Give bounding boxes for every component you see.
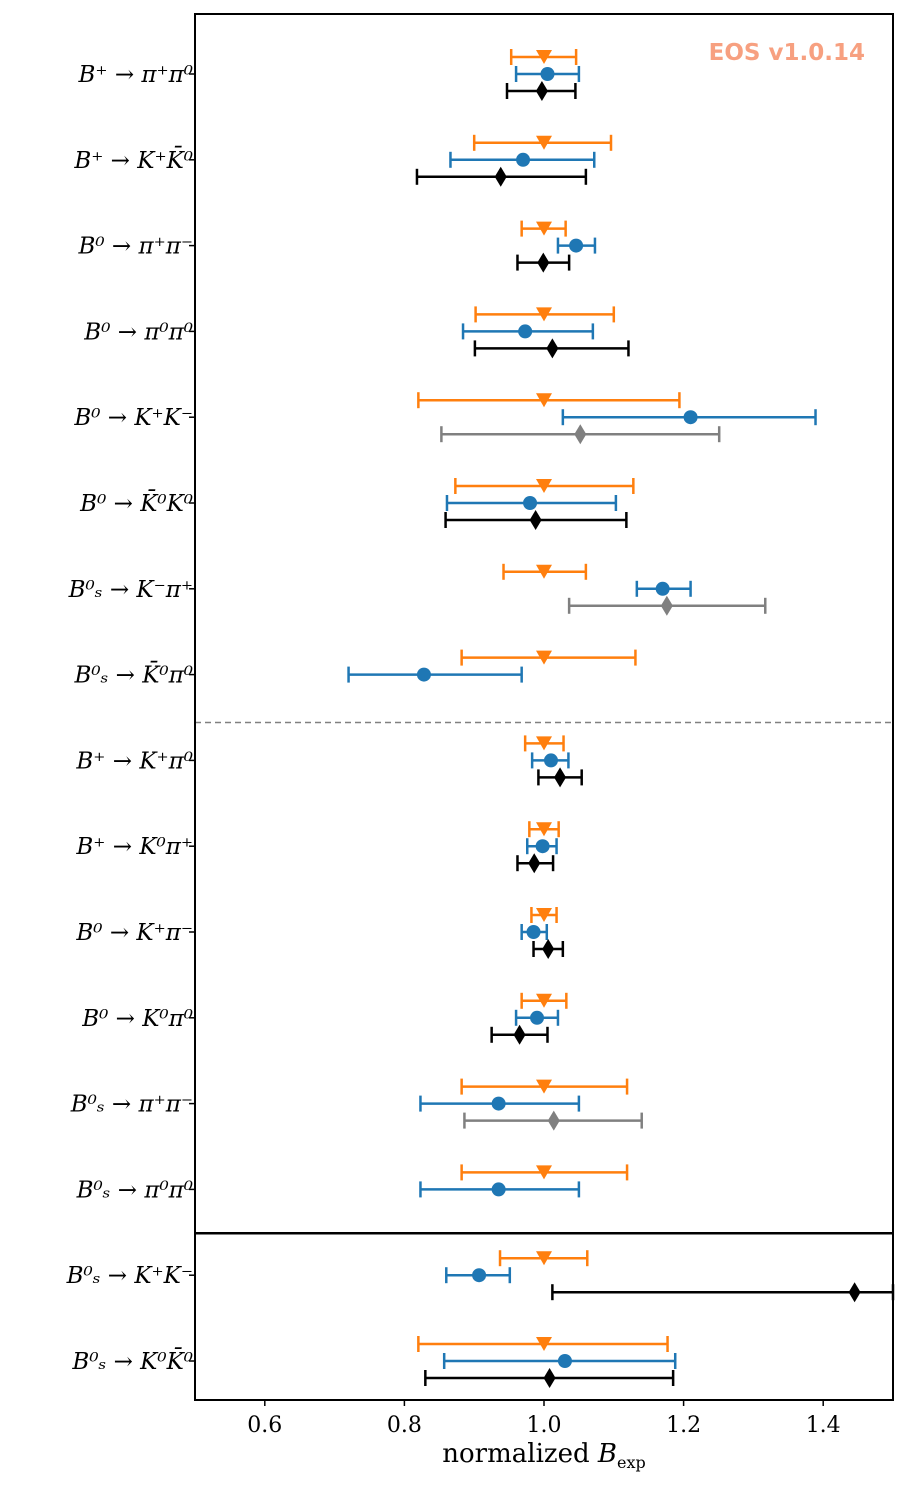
- exp-diamond-15: [543, 1368, 556, 1388]
- orange-triangle-3: [536, 307, 552, 322]
- orange-triangle-6: [536, 564, 552, 579]
- blue-circle-1: [516, 152, 531, 167]
- blue-circle-10: [526, 925, 541, 939]
- row-label-3: B⁰ → π⁰π⁰: [83, 319, 193, 345]
- orange-triangle-7: [536, 650, 552, 665]
- exp-diamond-4: [574, 424, 587, 445]
- exp-diamond-3: [546, 338, 559, 359]
- exp-diamond-2: [537, 252, 550, 273]
- blue-circle-5: [523, 496, 538, 510]
- x-axis-label: normalized Bexp: [442, 1439, 645, 1472]
- row-label-6: B⁰ₛ → K⁻π⁺: [68, 577, 193, 603]
- orange-triangle-4: [536, 393, 552, 408]
- row-label-14: B⁰ₛ → K⁺K⁻: [66, 1263, 193, 1289]
- orange-triangle-1: [536, 135, 552, 150]
- orange-triangle-10: [536, 908, 552, 922]
- row-label-7: B⁰ₛ → K̄⁰π⁰: [73, 661, 193, 688]
- orange-triangle-14: [536, 1251, 552, 1266]
- blue-circle-13: [491, 1182, 506, 1197]
- row-label-9: B⁺ → K⁰π⁺: [75, 834, 193, 860]
- x-tick-label-0: 0.6: [247, 1413, 282, 1438]
- exp-diamond-10: [542, 939, 555, 959]
- blue-circle-0: [540, 67, 555, 81]
- orange-triangle-11: [536, 993, 552, 1008]
- row-label-10: B⁰ → K⁺π⁻: [75, 920, 193, 946]
- blue-circle-3: [518, 324, 533, 339]
- exp-diamond-12: [547, 1110, 560, 1131]
- orange-triangle-15: [536, 1337, 552, 1351]
- blue-circle-14: [472, 1268, 487, 1283]
- orange-triangle-12: [536, 1079, 552, 1094]
- orange-triangle-13: [536, 1165, 552, 1180]
- exp-diamond-6: [660, 595, 673, 616]
- exp-diamond-8: [554, 767, 567, 788]
- exp-diamond-5: [529, 510, 542, 530]
- row-label-2: B⁰ → π⁺π⁻: [77, 234, 193, 260]
- row-label-4: B⁰ → K⁺K⁻: [73, 405, 193, 431]
- blue-circle-6: [655, 581, 670, 596]
- row-label-13: B⁰ₛ → π⁰π⁰: [76, 1177, 193, 1203]
- blue-circle-12: [491, 1096, 506, 1111]
- exp-diamond-14: [848, 1282, 861, 1303]
- row-label-11: B⁰ → K⁰π⁰: [81, 1006, 193, 1032]
- row-label-1: B⁺ → K⁺K̄⁰: [73, 147, 193, 174]
- row-label-15: B⁰ₛ → K⁰K̄⁰: [71, 1348, 193, 1375]
- orange-triangle-5: [536, 479, 552, 493]
- exp-diamond-0: [535, 81, 548, 101]
- blue-circle-9: [535, 839, 550, 854]
- x-tick-label-4: 1.4: [806, 1413, 841, 1438]
- row-label-8: B⁺ → K⁺π⁰: [75, 748, 193, 774]
- exp-diamond-1: [494, 166, 507, 187]
- orange-triangle-2: [536, 221, 552, 236]
- plot-frame: [194, 13, 894, 1401]
- exp-diamond-11: [513, 1024, 526, 1045]
- x-tick-label-1: 0.8: [387, 1413, 422, 1438]
- exp-diamond-9: [528, 853, 541, 874]
- orange-triangle-0: [536, 50, 552, 64]
- row-label-12: B⁰ₛ → π⁺π⁻: [70, 1092, 193, 1118]
- blue-circle-8: [543, 753, 558, 768]
- row-label-0: B⁺ → π⁺π⁰: [77, 62, 193, 88]
- orange-triangle-8: [536, 736, 552, 751]
- x-tick-label-2: 1.0: [527, 1413, 562, 1438]
- chart-marks: B⁺ → π⁺π⁰ B⁺ → K⁺K̄⁰ B⁰ → π⁺π⁻ B⁰ → π⁰π⁰ B⁰ …: [66, 49, 895, 1438]
- blue-circle-15: [557, 1354, 572, 1368]
- orange-triangle-9: [536, 822, 552, 837]
- blue-circle-7: [416, 667, 431, 682]
- blue-circle-2: [569, 238, 584, 253]
- blue-circle-4: [683, 410, 698, 425]
- x-tick-label-3: 1.2: [666, 1413, 701, 1438]
- row-label-5: B⁰ → K̄⁰K⁰: [79, 490, 193, 517]
- watermark-label: EOS v1.0.14: [709, 40, 865, 66]
- blue-circle-11: [530, 1010, 545, 1025]
